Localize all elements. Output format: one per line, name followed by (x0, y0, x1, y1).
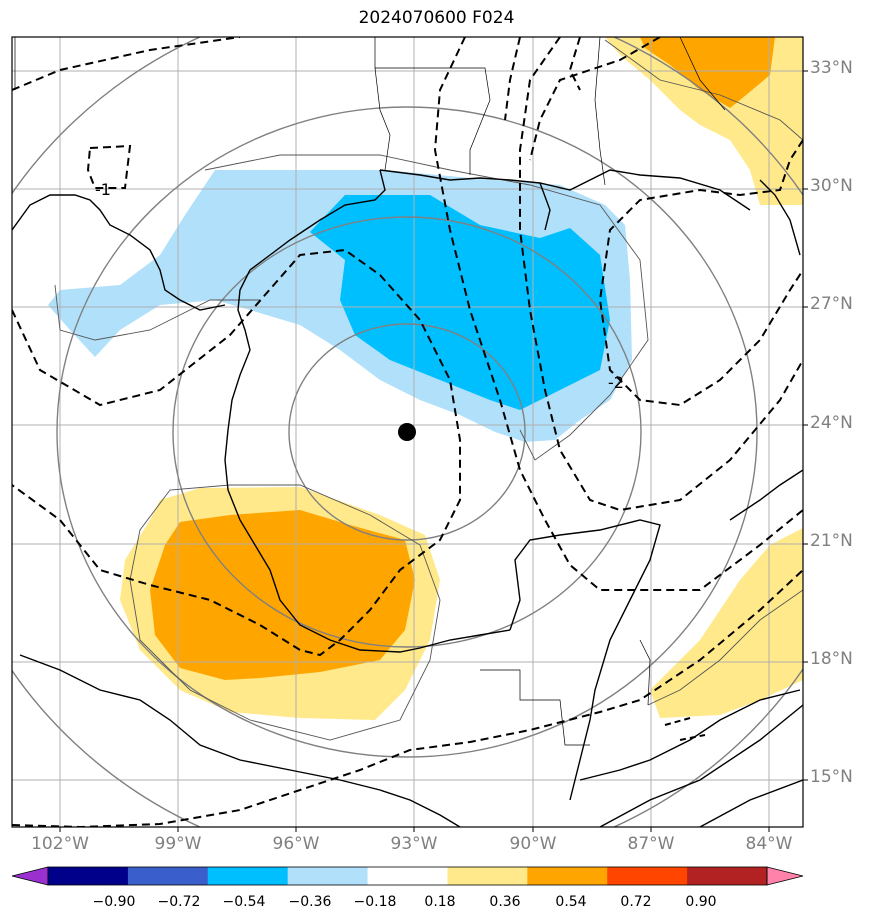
colorbar-tick: −0.36 (288, 894, 332, 910)
contour-label: -1 (95, 180, 111, 199)
colorbar-cell (367, 867, 448, 885)
map-frame (11, 36, 804, 828)
lon-label-102: 102°W (31, 834, 89, 854)
colorbar-tick: 0.90 (685, 894, 717, 910)
lat-label-27: 27°N (810, 294, 853, 314)
lon-label-90: 90°W (509, 834, 557, 854)
colorbar-tick: −0.18 (353, 894, 397, 910)
orange-region-gulf (150, 510, 415, 680)
tick-marks (59, 70, 808, 832)
lon-label-99: 99°W (154, 834, 202, 854)
orange-region-ne (640, 37, 775, 108)
dashed-contours (12, 37, 803, 827)
contour-label-2: -2 (608, 373, 624, 392)
colorbar-tick: 0.54 (555, 894, 587, 910)
colorbar-cell (687, 867, 768, 885)
lat-label-24: 24°N (810, 413, 853, 433)
colorbar-cell (287, 867, 369, 885)
colorbar-tick: 0.36 (489, 894, 521, 910)
lat-label-15: 15°N (810, 767, 853, 787)
colorbar-cell (527, 867, 608, 885)
coastlines (12, 169, 803, 827)
colorbar-cell (607, 867, 688, 885)
thin-contours (54, 39, 803, 741)
colorbar-cell (207, 867, 289, 885)
colorbar-tick: 0.18 (424, 894, 456, 910)
lat-label-21: 21°N (810, 531, 853, 551)
colorbar-cell (48, 867, 129, 885)
blue-region (310, 195, 610, 410)
colorbar-extend-low (11, 866, 49, 886)
lat-label-18: 18°N (810, 649, 853, 669)
chart-title: 2024070600 F024 (358, 8, 515, 28)
lon-label-93: 93°W (390, 834, 438, 854)
colorbar-tick: −0.72 (157, 894, 201, 910)
lon-label-87: 87°W (627, 834, 675, 854)
range-rings (12, 37, 803, 827)
lon-label-96: 96°W (272, 834, 320, 854)
storm-center-marker (398, 423, 416, 441)
colorbar-tick: −0.90 (92, 894, 136, 910)
dashed-small (664, 717, 706, 741)
lat-label-33: 33°N (810, 58, 853, 78)
colorbar-cell (127, 867, 209, 885)
colorbar-extend-high (766, 866, 804, 886)
graticule (12, 37, 803, 827)
colorbar-tick: 0.72 (620, 894, 652, 910)
colorbar-cell (447, 867, 528, 885)
colorbar (11, 866, 804, 886)
lon-label-84: 84°W (745, 834, 793, 854)
lat-label-30: 30°N (810, 176, 853, 196)
yellow-region-se (650, 528, 803, 718)
colorbar-tick: −0.54 (222, 894, 266, 910)
